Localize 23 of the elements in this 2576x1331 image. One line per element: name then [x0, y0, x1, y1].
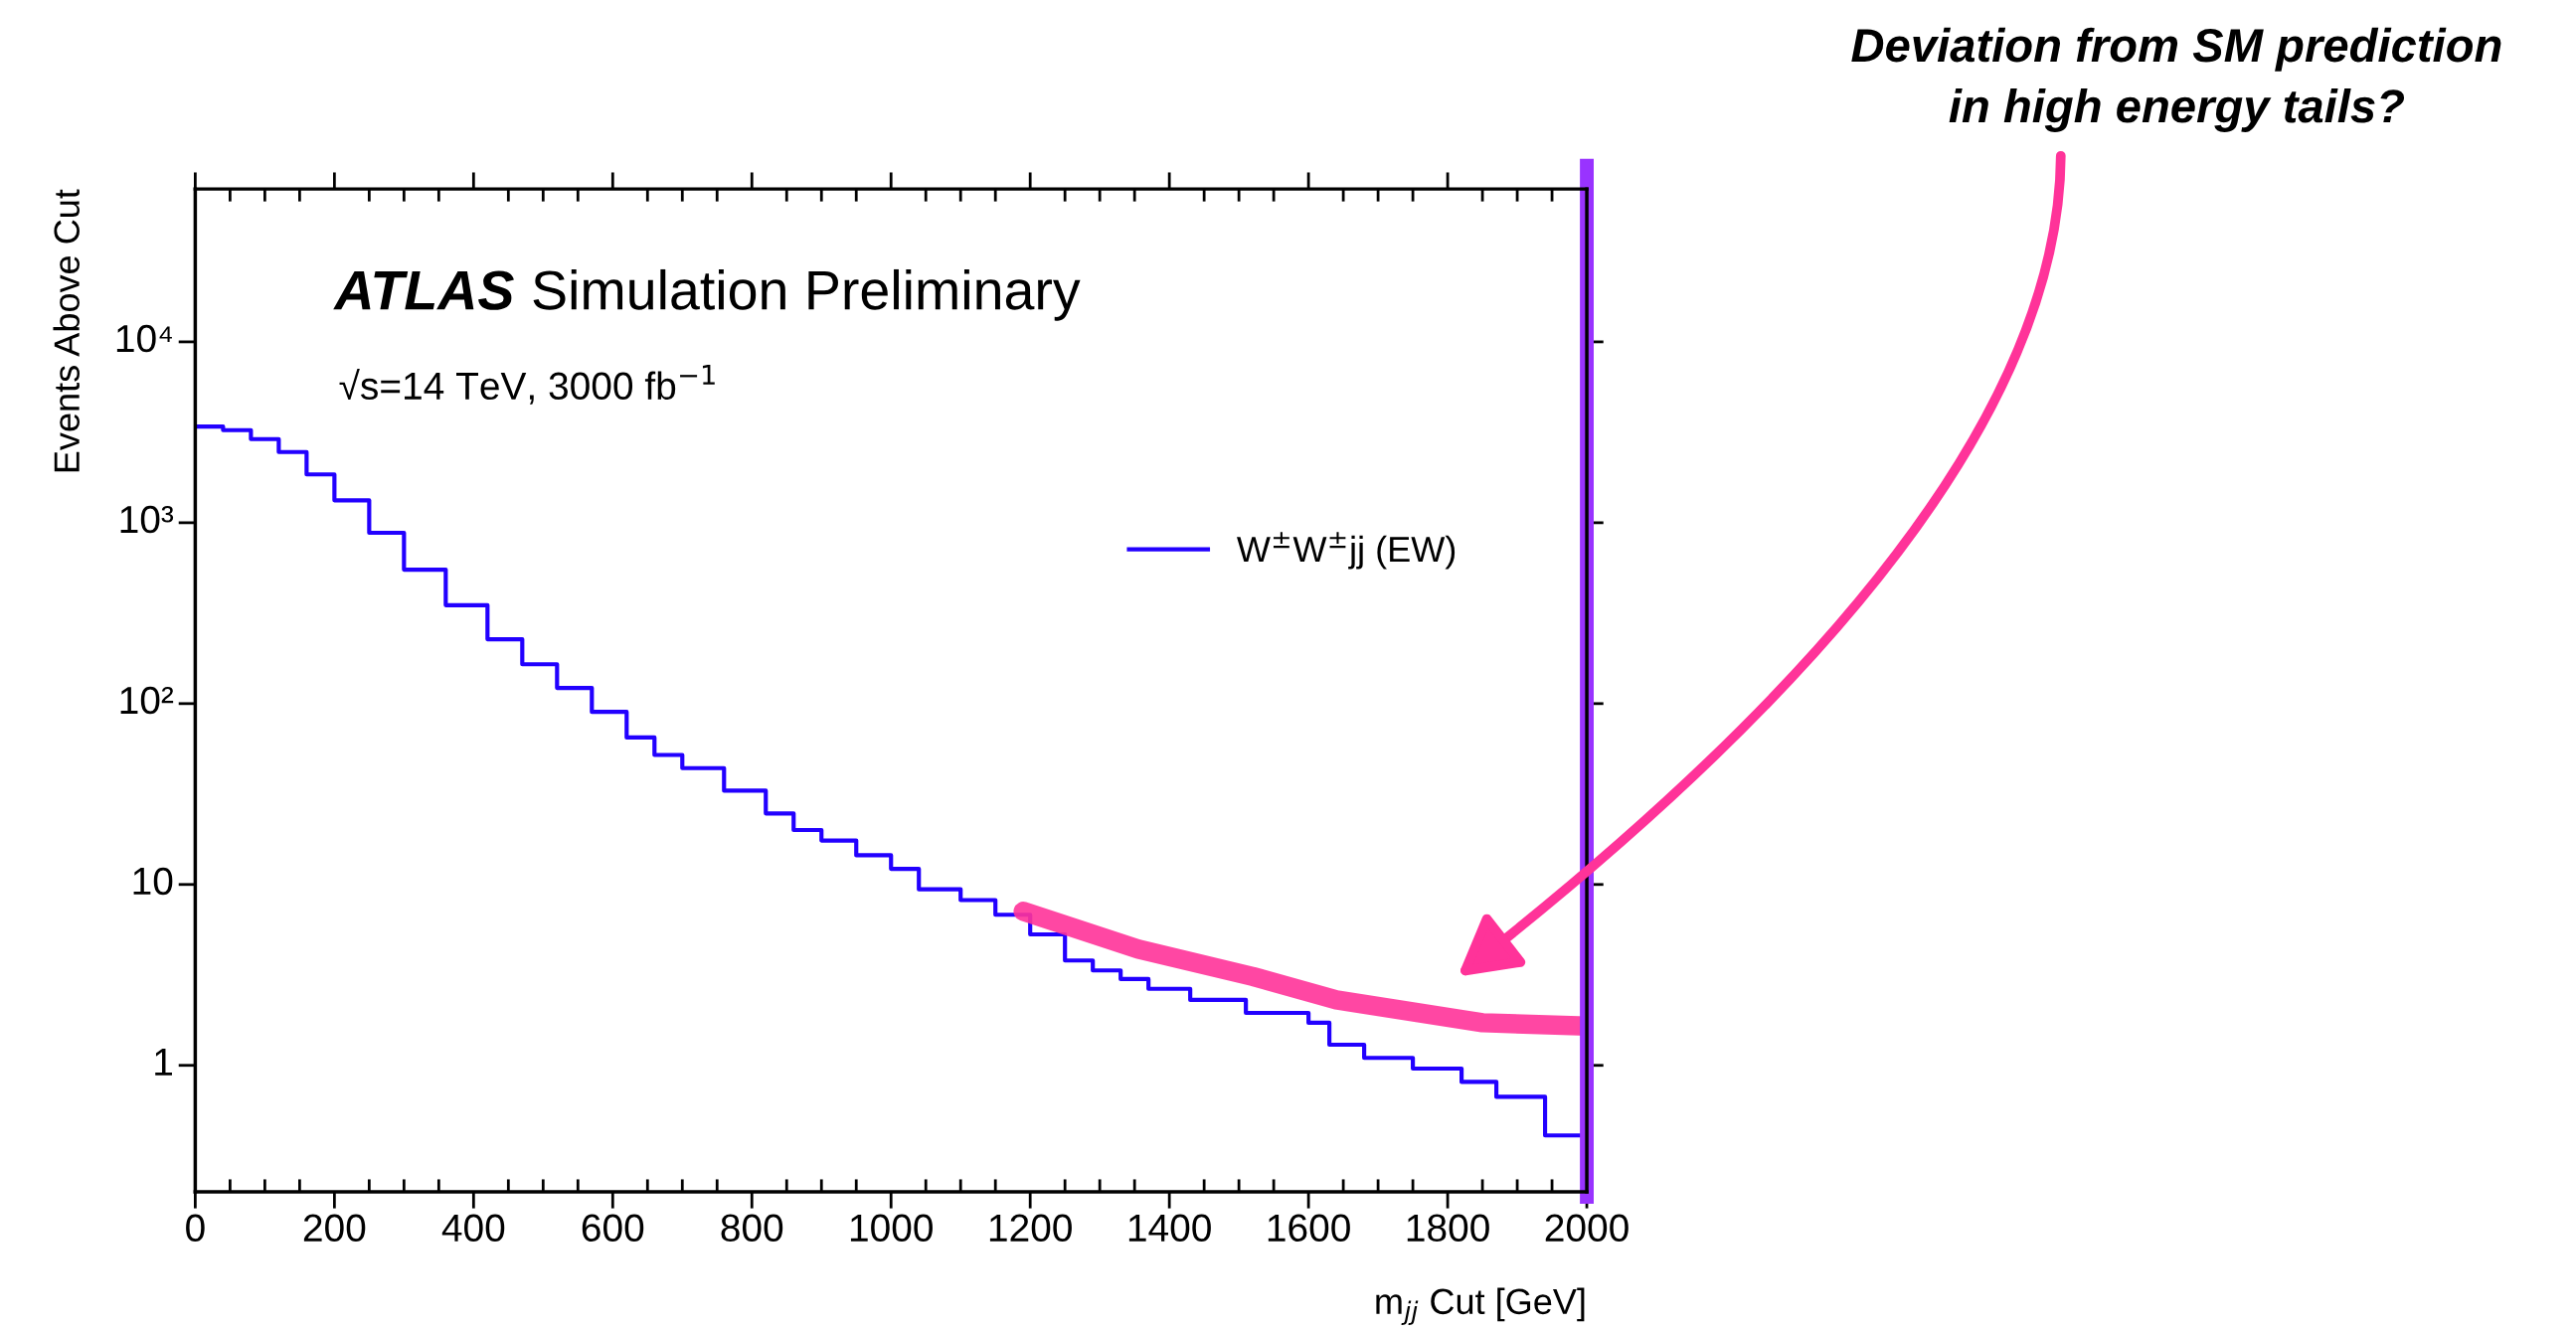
x-tick-label: 800	[721, 1214, 783, 1243]
x-tick-label: 1400	[1128, 1214, 1211, 1243]
y-tick-label: 10⁴	[116, 324, 172, 353]
legend-label: W$^{±}$W$^{±}$jj (EW)	[1237, 532, 1456, 570]
x-tick-label: 1000	[850, 1214, 933, 1243]
x-tick-label: 400	[441, 1214, 505, 1243]
annotation: Simulation Preliminary	[533, 268, 1081, 321]
x-tick-label: 0	[186, 1214, 205, 1243]
annotation: ATLAS	[333, 270, 514, 310]
y-tick-label: 10	[133, 867, 173, 896]
x-tick-label: 1200	[989, 1214, 1072, 1243]
annotation: √s=14 TeV, 3000 fb$^{−1}$	[339, 364, 715, 405]
y-tick-label: 1	[155, 1049, 172, 1076]
y-tick-label: 10²	[120, 686, 174, 715]
x-axis-title: m$_{jj}$ Cut [GeV]	[1376, 1287, 1585, 1325]
text: Deviation from SM prediction in high energy tails?	[1851, 27, 2501, 132]
x-tick-label: 2000	[1545, 1214, 1629, 1243]
x-tick-label: 1600	[1268, 1214, 1350, 1243]
x-tick-label: 200	[303, 1214, 366, 1243]
y-tick-label: 10³	[120, 505, 174, 534]
x-tick-label: 600	[582, 1214, 644, 1243]
x-tick-label: 1800	[1407, 1214, 1489, 1243]
y-axis-title: Events Above Cut	[53, 189, 80, 472]
